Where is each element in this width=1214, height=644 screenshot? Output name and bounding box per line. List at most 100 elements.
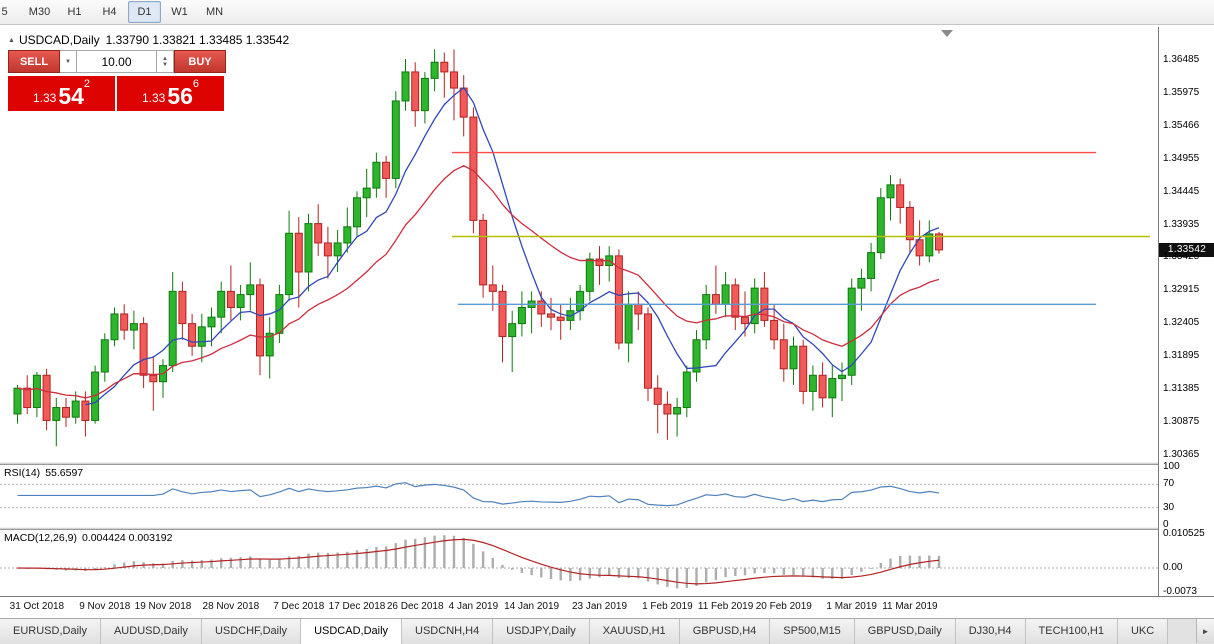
macd-indicator-canvas[interactable] xyxy=(0,530,1158,596)
ask-pipette: 6 xyxy=(192,78,200,90)
symbol-tab-dj30-h4[interactable]: DJ30,H4 xyxy=(955,619,1026,644)
macd-bar xyxy=(103,567,106,568)
candle xyxy=(634,303,643,315)
macd-bar xyxy=(811,568,815,578)
candle xyxy=(779,339,788,370)
macd-bar xyxy=(840,568,844,579)
pane-splitter[interactable] xyxy=(0,462,1214,465)
date-axis-label: 28 Nov 2018 xyxy=(202,601,260,612)
candle xyxy=(42,374,51,421)
pane-splitter[interactable] xyxy=(0,527,1214,530)
price-scale-label: 1.34955 xyxy=(1163,152,1200,164)
buy-button[interactable]: BUY xyxy=(174,50,226,73)
candle xyxy=(818,374,827,399)
macd-bar xyxy=(608,568,611,576)
symbol-tab-tech100-h1[interactable]: TECH100,H1 xyxy=(1025,619,1118,644)
macd-bar xyxy=(705,568,708,583)
candle xyxy=(663,403,672,415)
macd-bar xyxy=(899,556,902,568)
moving-averages-layer xyxy=(17,86,940,406)
symbol-tab-audusd-daily[interactable]: AUDUSD,Daily xyxy=(100,619,202,644)
candle xyxy=(450,71,458,89)
volume-dropdown-button[interactable]: ▼ xyxy=(60,50,77,73)
symbol-tab-gbpusd-daily[interactable]: GBPUSD,Daily xyxy=(854,619,956,644)
symbol-tab-gbpusd-h4[interactable]: GBPUSD,H4 xyxy=(679,619,771,644)
macd-bar xyxy=(734,568,737,577)
candle xyxy=(915,239,924,257)
date-axis[interactable]: 31 Oct 2018 9 Nov 2018 19 Nov 2018 28 Nov 2… xyxy=(0,596,1214,618)
symbol-tab-ukc[interactable]: UKC xyxy=(1117,619,1169,644)
bid-price-box[interactable]: 1.33 54 2 xyxy=(8,76,115,111)
date-axis-label: 11 Feb 2019 xyxy=(697,601,754,612)
macd-bar xyxy=(491,557,494,568)
current-price-badge: 1.33542 xyxy=(1159,243,1214,257)
macd-bar xyxy=(220,558,223,568)
macd-bar xyxy=(772,568,776,574)
candle xyxy=(285,232,294,296)
macd-bar xyxy=(869,568,873,569)
macd-bar xyxy=(695,568,698,586)
symbol-tab-usdcad-daily[interactable]: USDCAD,Daily xyxy=(301,619,403,644)
symbol-tab-eurusd-daily[interactable]: EURUSD,Daily xyxy=(0,619,101,644)
timeframe-button-d1[interactable]: D1 xyxy=(128,1,161,23)
candle xyxy=(741,316,749,325)
macd-bar xyxy=(860,568,863,572)
candle xyxy=(876,197,885,254)
sell-button[interactable]: SELL xyxy=(8,50,60,73)
candle xyxy=(304,223,313,273)
rsi-scale-label: 100 xyxy=(1163,461,1180,472)
spin-down-icon: ▼ xyxy=(162,61,168,68)
macd-bar xyxy=(113,564,116,568)
symbol-tab-usdjpy-daily[interactable]: USDJPY,Daily xyxy=(493,619,590,644)
macd-bar xyxy=(472,543,475,568)
macd-bar xyxy=(908,555,912,568)
volume-input[interactable] xyxy=(77,50,157,73)
candle xyxy=(265,332,274,357)
candle xyxy=(585,258,594,292)
symbol-tab-sp500-m15[interactable]: SP500,M15 xyxy=(770,619,855,644)
timeframe-button-m30[interactable]: M30 xyxy=(28,6,51,18)
one-click-collapse-icon[interactable]: ▲ xyxy=(8,37,15,44)
macd-bar xyxy=(501,564,504,568)
volume-stepper[interactable]: ▲ ▼ xyxy=(157,50,174,73)
timeframe-button-5[interactable]: 5 xyxy=(1,6,8,18)
price-chart-canvas[interactable] xyxy=(0,27,1158,462)
macd-bar xyxy=(462,537,465,568)
macd-bar xyxy=(675,568,679,589)
chart-window xyxy=(0,25,1214,618)
macd-bar xyxy=(452,535,456,568)
rsi-indicator-canvas[interactable] xyxy=(0,465,1158,527)
date-axis-label: 19 Nov 2018 xyxy=(134,601,192,612)
rsi-name: RSI(14) xyxy=(4,467,41,479)
macd-bar xyxy=(598,568,601,578)
macd-bar xyxy=(511,568,514,570)
macd-bar xyxy=(685,568,688,588)
price-scale-label: 1.32915 xyxy=(1163,284,1200,296)
macd-bar xyxy=(123,562,126,568)
symbol-tab-usdchf-daily[interactable]: USDCHF,Daily xyxy=(201,619,302,644)
candle xyxy=(857,277,866,289)
timeframe-button-w1[interactable]: W1 xyxy=(171,6,188,18)
price-scale-label: 1.35975 xyxy=(1163,86,1200,98)
macd-bar xyxy=(171,560,174,568)
timeframe-button-h1[interactable]: H1 xyxy=(67,6,82,18)
rsi-line xyxy=(17,482,940,507)
candle xyxy=(896,184,905,208)
rsi-scale-label: 30 xyxy=(1163,501,1175,513)
macd-bar xyxy=(307,553,310,568)
candle xyxy=(226,290,235,308)
timeframe-button-h4[interactable]: H4 xyxy=(102,6,117,18)
symbol-tab-xauusd-h1[interactable]: XAUUSD,H1 xyxy=(589,619,680,644)
candle xyxy=(799,345,808,392)
candle xyxy=(508,323,517,338)
ask-price-box[interactable]: 1.33 56 6 xyxy=(117,76,224,111)
candle xyxy=(808,374,817,392)
timeframe-button-mn[interactable]: MN xyxy=(205,6,224,18)
chart-shift-marker-icon[interactable] xyxy=(941,30,953,37)
price-scale[interactable]: 1.33542 1.36485 1.35975 1.35466 1.34955 1.34… xyxy=(1158,27,1214,597)
date-axis-label: 9 Nov 2018 xyxy=(79,601,131,612)
symbol-tab-usdcnh-h4[interactable]: USDCNH,H4 xyxy=(402,619,494,644)
tab-scroll-right-button[interactable]: ► xyxy=(1196,619,1214,643)
candle xyxy=(692,339,701,373)
macd-bar xyxy=(559,568,562,581)
